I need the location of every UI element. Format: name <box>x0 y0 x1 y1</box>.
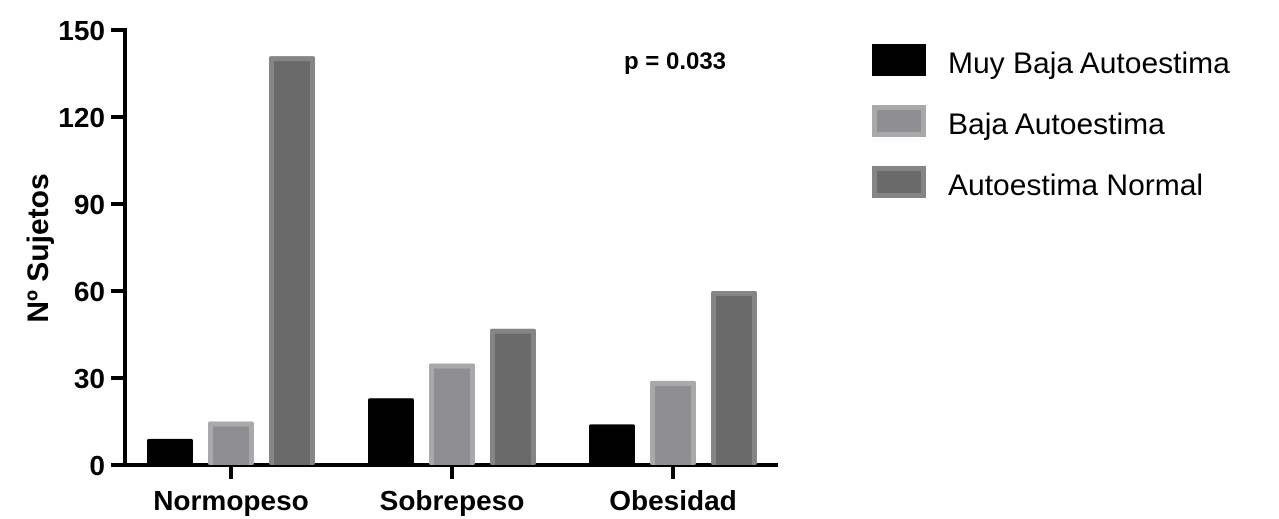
legend-label: Muy Baja Autoestima <box>948 47 1230 80</box>
bar <box>208 421 254 465</box>
y-tick-label: 30 <box>74 363 105 394</box>
bar-inner <box>655 385 691 465</box>
x-categories: Normopeso Sobrepeso Obesidad <box>153 465 737 516</box>
legend-item: Muy Baja Autoestima <box>872 44 1230 80</box>
bar <box>269 56 315 465</box>
y-tick-label: 60 <box>74 276 105 307</box>
bar-outer <box>368 398 414 465</box>
bar <box>711 291 757 465</box>
category-label: Sobrepeso <box>380 485 525 516</box>
bar <box>368 398 414 465</box>
y-tick-label: 150 <box>58 15 105 46</box>
y-axis-label: Nº Sujetos <box>22 173 55 322</box>
bar <box>490 328 536 465</box>
legend-swatch-inner <box>877 171 921 193</box>
bar <box>147 438 193 465</box>
y-tick-label: 90 <box>74 189 105 220</box>
bar-inner <box>716 296 752 465</box>
legend-swatch <box>872 44 926 76</box>
legend-item: Autoestima Normal <box>872 166 1203 202</box>
bar-outer <box>147 438 193 465</box>
p-value-annotation: p = 0.033 <box>624 48 726 75</box>
legend-item: Baja Autoestima <box>872 105 1165 141</box>
bar <box>429 363 475 465</box>
y-tick-label: 0 <box>89 450 105 481</box>
bar-inner <box>434 368 470 465</box>
bar-inner <box>213 426 249 465</box>
bar <box>589 424 635 465</box>
category-label: Normopeso <box>153 485 309 516</box>
bar-inner <box>495 333 531 465</box>
y-tick-label: 120 <box>58 102 105 133</box>
bar-inner <box>274 61 310 465</box>
bars <box>147 56 757 465</box>
category-label: Obesidad <box>609 485 737 516</box>
bar <box>650 380 696 465</box>
legend: Muy Baja Autoestima Baja Autoestima Autoes… <box>872 44 1230 202</box>
legend-label: Baja Autoestima <box>948 108 1165 141</box>
bar-outer <box>589 424 635 465</box>
y-ticks: 0 30 60 90 120 150 <box>58 15 125 481</box>
legend-swatch-inner <box>877 110 921 132</box>
legend-label: Autoestima Normal <box>948 169 1203 202</box>
